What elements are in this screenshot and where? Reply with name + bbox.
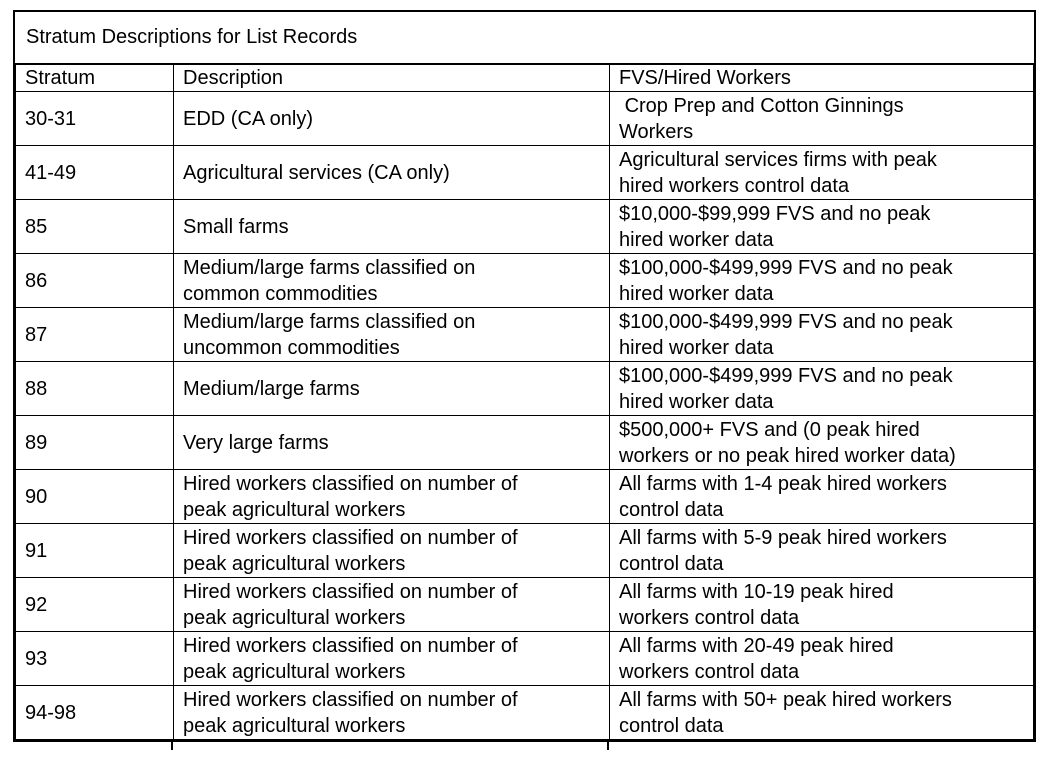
column-header-fvs-hired-workers: FVS/Hired Workers <box>609 64 1034 92</box>
table-row: 85 Small farms $10,000-$99,999 FVS and no … <box>15 199 1034 254</box>
fvs-hired-workers-cell: All farms with 50+ peak hired workers co… <box>609 685 1034 740</box>
fvs-hired-workers-cell: $100,000-$499,999 FVS and no peak hired … <box>609 361 1034 416</box>
cropped-column-divider-stub <box>607 741 609 750</box>
description-cell: Medium/large farms classified on uncommo… <box>173 307 610 362</box>
fvs-hired-workers-cell: Crop Prep and Cotton Ginnings Workers <box>609 91 1034 146</box>
description-cell: Small farms <box>173 199 610 254</box>
description-cell: Hired workers classified on number of pe… <box>173 577 610 632</box>
fvs-hired-workers-cell: $100,000-$499,999 FVS and no peak hired … <box>609 253 1034 308</box>
table-row: 30-31 EDD (CA only) Crop Prep and Cotton … <box>15 91 1034 146</box>
stratum-cell: 93 <box>15 631 174 686</box>
fvs-hired-workers-cell: All farms with 1-4 peak hired workers co… <box>609 469 1034 524</box>
description-cell: Agricultural services (CA only) <box>173 145 610 200</box>
stratum-cell: 90 <box>15 469 174 524</box>
column-header-stratum: Stratum <box>15 64 174 92</box>
fvs-hired-workers-cell: All farms with 5-9 peak hired workers co… <box>609 523 1034 578</box>
stratum-cell: 88 <box>15 361 174 416</box>
stratum-cell: 30-31 <box>15 91 174 146</box>
stratum-cell: 91 <box>15 523 174 578</box>
fvs-hired-workers-cell: Agricultural services firms with peak hi… <box>609 145 1034 200</box>
stratum-cell: 85 <box>15 199 174 254</box>
cropped-column-divider-stub <box>171 741 173 750</box>
column-header-description: Description <box>173 64 610 92</box>
description-cell: Medium/large farms <box>173 361 610 416</box>
fvs-hired-workers-cell: All farms with 10-19 peak hired workers … <box>609 577 1034 632</box>
table-row: 91 Hired workers classified on number of … <box>15 523 1034 578</box>
description-cell: EDD (CA only) <box>173 91 610 146</box>
stratum-cell: 94-98 <box>15 685 174 740</box>
description-cell: Hired workers classified on number of pe… <box>173 685 610 740</box>
fvs-hired-workers-cell: $10,000-$99,999 FVS and no peak hired wo… <box>609 199 1034 254</box>
description-cell: Hired workers classified on number of pe… <box>173 523 610 578</box>
description-cell: Very large farms <box>173 415 610 470</box>
header-row: Stratum Description FVS/Hired Workers <box>15 64 1034 92</box>
table-row: 90 Hired workers classified on number of … <box>15 469 1034 524</box>
table-row: 94-98 Hired workers classified on number … <box>15 685 1034 740</box>
table-title: Stratum Descriptions for List Records <box>15 12 1034 64</box>
stratum-cell: 41-49 <box>15 145 174 200</box>
description-cell: Hired workers classified on number of pe… <box>173 469 610 524</box>
table-row: 87 Medium/large farms classified on uncom… <box>15 307 1034 362</box>
stratum-cell: 89 <box>15 415 174 470</box>
fvs-hired-workers-cell: All farms with 20-49 peak hired workers … <box>609 631 1034 686</box>
stratum-table: Stratum Descriptions for List Records St… <box>13 10 1036 742</box>
table-row: 86 Medium/large farms classified on commo… <box>15 253 1034 308</box>
fvs-hired-workers-cell: $100,000-$499,999 FVS and no peak hired … <box>609 307 1034 362</box>
description-cell: Medium/large farms classified on common … <box>173 253 610 308</box>
stratum-cell: 87 <box>15 307 174 362</box>
table-row: 41-49 Agricultural services (CA only) Agri… <box>15 145 1034 200</box>
fvs-hired-workers-cell: $500,000+ FVS and (0 peak hired workers … <box>609 415 1034 470</box>
stratum-cell: 86 <box>15 253 174 308</box>
description-cell: Hired workers classified on number of pe… <box>173 631 610 686</box>
stratum-table-grid: Stratum Description FVS/Hired Workers 30… <box>15 64 1034 740</box>
table-row: 92 Hired workers classified on number of … <box>15 577 1034 632</box>
table-row: 89 Very large farms $500,000+ FVS and (0 p… <box>15 415 1034 470</box>
table-row: 93 Hired workers classified on number of … <box>15 631 1034 686</box>
table-row: 88 Medium/large farms $100,000-$499,999 FV… <box>15 361 1034 416</box>
stratum-cell: 92 <box>15 577 174 632</box>
